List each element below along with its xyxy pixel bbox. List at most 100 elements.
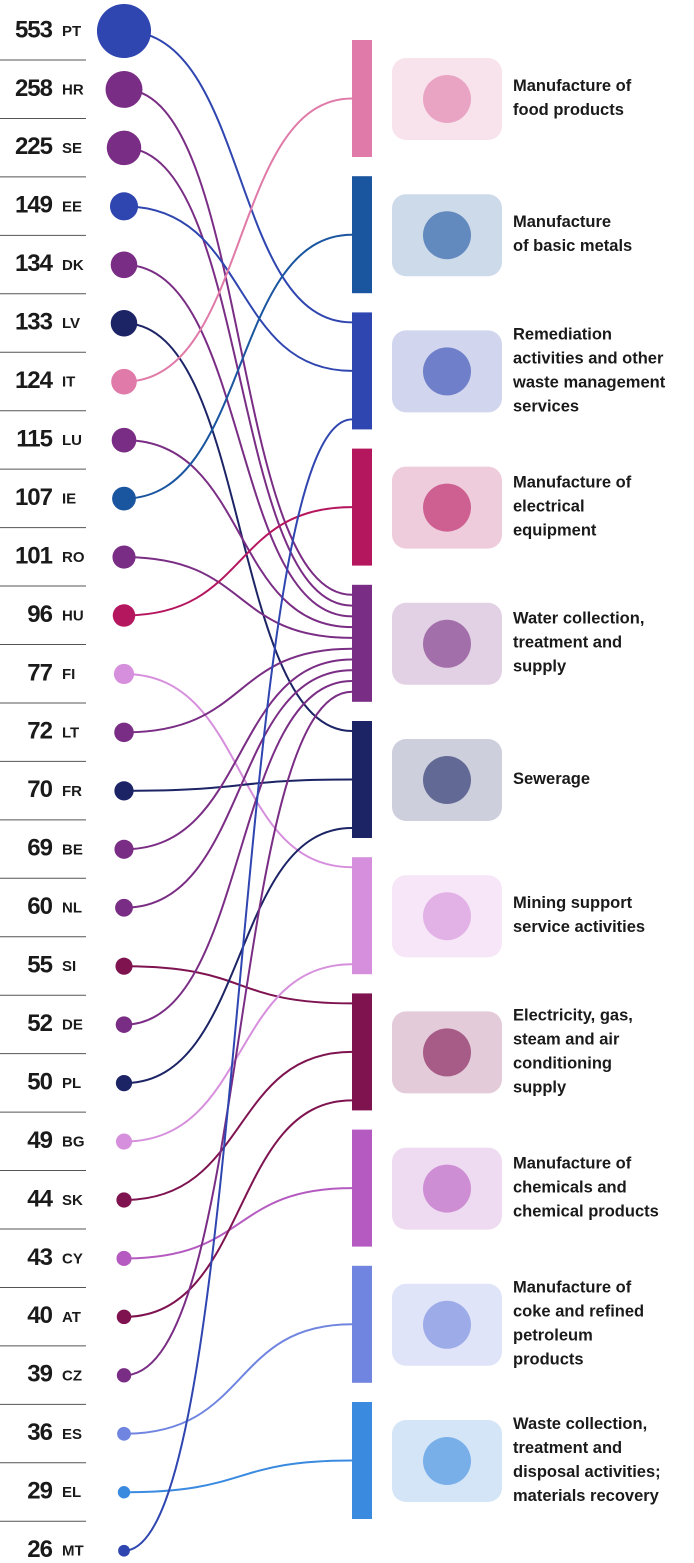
country-bubble xyxy=(111,427,137,453)
link xyxy=(123,1050,353,1201)
sector-icon-detail xyxy=(423,347,471,396)
link xyxy=(123,263,353,618)
country-value: 39 xyxy=(27,1361,52,1388)
sector-bar xyxy=(352,1265,372,1383)
sector-label: Manufacture of xyxy=(513,1279,632,1297)
country-bubble xyxy=(115,898,133,917)
sector-label: disposal activities; xyxy=(513,1463,661,1481)
sector-label: Electricity, gas, xyxy=(513,1006,633,1024)
country-code: BG xyxy=(62,1134,85,1151)
country-value: 149 xyxy=(15,192,53,219)
sector-label: treatment and xyxy=(513,634,622,652)
country-value: 107 xyxy=(15,484,53,511)
link xyxy=(123,680,353,1026)
country-value: 60 xyxy=(27,893,52,920)
link xyxy=(123,233,353,500)
country-bubble xyxy=(112,486,136,511)
link xyxy=(123,669,353,909)
country-bubble xyxy=(110,309,138,337)
country-code: LT xyxy=(62,724,79,741)
country-code: PT xyxy=(62,23,81,40)
sector-label: Manufacture xyxy=(513,213,611,231)
country-bubble xyxy=(115,1074,133,1092)
country-bubble xyxy=(114,839,134,859)
sector-bar xyxy=(352,993,372,1111)
sector-label: conditioning xyxy=(513,1054,612,1072)
link xyxy=(123,556,353,639)
sector-label: food products xyxy=(513,101,624,119)
link xyxy=(123,30,353,324)
sector-label: of basic metals xyxy=(513,237,632,255)
sector-label: chemical products xyxy=(513,1202,659,1220)
link xyxy=(123,1323,353,1435)
country-value: 40 xyxy=(27,1302,52,1329)
sector-label: products xyxy=(513,1351,584,1369)
sector-icon-detail xyxy=(423,1300,471,1349)
sector-label: petroleum xyxy=(513,1327,593,1345)
link xyxy=(123,827,353,1085)
country-code: CY xyxy=(62,1250,83,1267)
country-code: DE xyxy=(62,1017,83,1034)
sector-label: supply xyxy=(513,1078,567,1096)
country-code: NL xyxy=(62,900,82,917)
country-code: IE xyxy=(62,491,76,508)
sector-label: equipment xyxy=(513,521,597,539)
link xyxy=(123,439,353,629)
sector-label: waste management xyxy=(512,373,666,391)
country-value: 36 xyxy=(27,1419,52,1446)
country-value: 133 xyxy=(15,309,53,336)
sector-icon-detail xyxy=(423,483,471,532)
sector-icon-detail xyxy=(423,1028,471,1077)
country-value: 52 xyxy=(27,1010,52,1037)
sector-icon-detail xyxy=(423,211,471,260)
country-bubble xyxy=(113,663,135,685)
sector-bar xyxy=(352,721,372,838)
country-bubble xyxy=(114,781,134,801)
sector-icon-detail xyxy=(423,75,471,123)
sector-label: chemicals and xyxy=(513,1178,627,1196)
country-code: MT xyxy=(62,1543,84,1560)
country-value: 77 xyxy=(27,659,52,686)
sector-bar xyxy=(352,1402,372,1519)
sector-label: Water collection, xyxy=(513,610,644,628)
country-code: EE xyxy=(62,198,82,215)
links xyxy=(123,30,353,1552)
country-code: LV xyxy=(62,315,80,332)
sector-bar xyxy=(352,584,372,702)
country-bubble xyxy=(115,957,133,975)
country-bubble xyxy=(117,1486,131,1499)
country-code: HU xyxy=(62,607,84,624)
link xyxy=(123,778,353,792)
sector-label: Manufacture of xyxy=(513,1154,632,1172)
sector-label: Manufacture of xyxy=(513,77,632,95)
sector-label: treatment and xyxy=(513,1439,622,1457)
country-value: 101 xyxy=(15,542,53,569)
country-code: FR xyxy=(62,783,82,800)
sector-icon-detail xyxy=(423,892,471,941)
country-bubble xyxy=(117,1426,131,1441)
link xyxy=(123,1187,353,1260)
country-value: 44 xyxy=(27,1185,53,1212)
country-value: 50 xyxy=(27,1068,52,1095)
sector-label: steam and air xyxy=(513,1030,620,1048)
link xyxy=(123,146,353,607)
country-code: RO xyxy=(62,549,85,566)
country-code: ES xyxy=(62,1426,82,1443)
sector-label: supply xyxy=(513,658,567,676)
sector-label: activities and other xyxy=(513,349,664,367)
country-value: 115 xyxy=(16,425,52,452)
country-value: 69 xyxy=(27,835,52,862)
link xyxy=(123,963,353,1143)
country-code: SI xyxy=(62,958,76,975)
country-value: 258 xyxy=(15,75,53,102)
country-code: PL xyxy=(62,1075,81,1092)
sector-bar xyxy=(352,40,372,157)
country-bubble xyxy=(115,1016,133,1033)
country-bubble xyxy=(114,722,134,743)
link xyxy=(123,322,353,732)
country-bubble xyxy=(96,3,152,59)
country-bubble xyxy=(106,130,142,166)
country-bubble xyxy=(118,1544,130,1557)
country-code: CZ xyxy=(62,1367,82,1384)
